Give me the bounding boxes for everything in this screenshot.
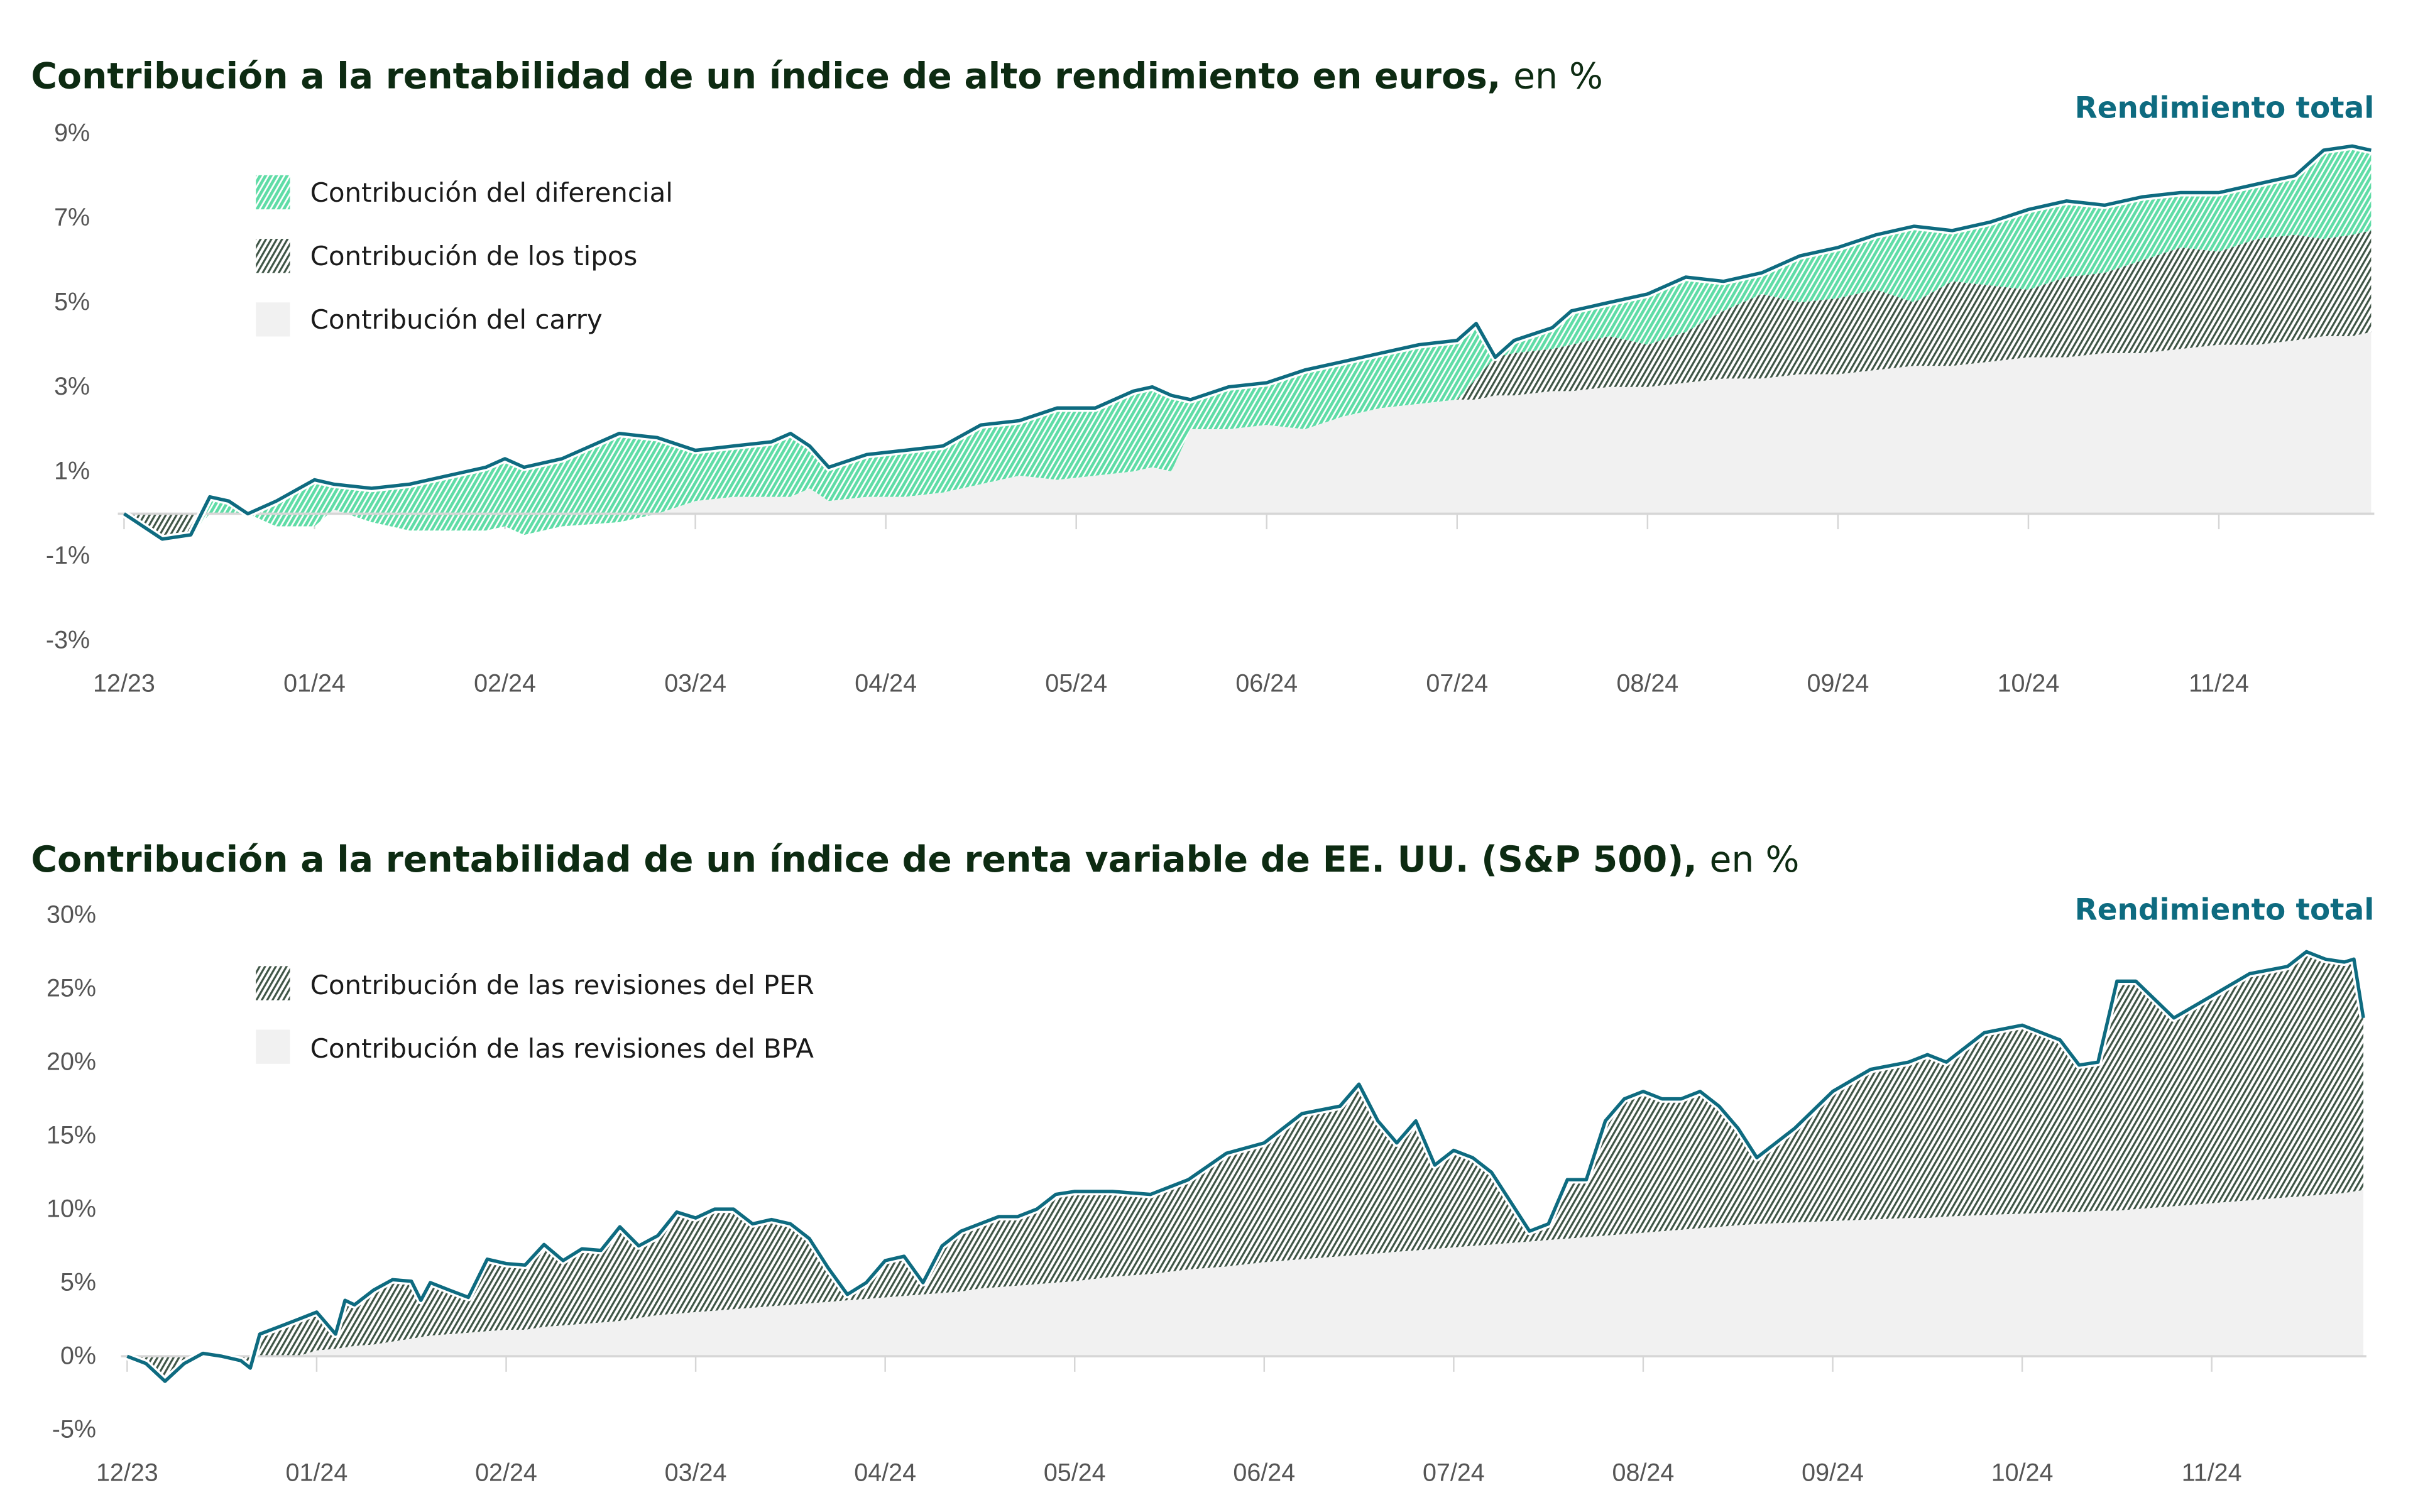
x-tick-label: 03/24	[665, 1459, 727, 1487]
legend-label-carry: Contribución del carry	[310, 304, 603, 335]
chart-2-legend: Contribución de las revisiones del PER C…	[256, 966, 814, 1064]
legend-item-diferencial: Contribución del diferencial	[256, 175, 673, 210]
chart-2-total-label: Rendimiento total	[2075, 892, 2375, 927]
legend-swatch-per	[256, 966, 290, 1000]
total-line	[123, 144, 2372, 541]
x-tick-label: 05/24	[1044, 1459, 1106, 1487]
y-tick-label: 10%	[47, 1195, 96, 1222]
legend-swatch-carry	[256, 302, 290, 337]
chart-2-y-axis: 30% 25% 20% 15% 10% 5% 0% -5%	[47, 901, 96, 1443]
x-tick-label: 09/24	[1802, 1459, 1864, 1487]
x-tick-label: 06/24	[1235, 670, 1298, 698]
x-tick-label: 07/24	[1423, 1459, 1485, 1487]
y-tick-label: 3%	[54, 373, 90, 400]
legend-swatch-tipos	[256, 239, 290, 273]
y-tick-label: -5%	[52, 1416, 96, 1444]
x-tick-label: 08/24	[1612, 1459, 1675, 1487]
x-tick-label: 10/24	[1991, 1459, 2054, 1487]
chart-2-x-axis: 12/23 01/24 02/24 03/24 04/24 05/24 06/24 07/24…	[96, 1356, 2242, 1487]
legend-swatch-diferencial	[256, 175, 290, 210]
x-tick-label: 02/24	[475, 1459, 537, 1487]
y-tick-label: 0%	[60, 1342, 96, 1370]
chart-2: Contribución a la rentabilidad de un índ…	[31, 839, 2374, 1487]
area-bpa	[127, 1190, 2364, 1357]
legend-item-tipos: Contribución de los tipos	[256, 239, 637, 273]
y-tick-label: 5%	[54, 288, 90, 316]
x-tick-label: 12/23	[93, 670, 155, 698]
x-tick-label: 11/24	[2182, 1459, 2242, 1487]
x-tick-label: 04/24	[855, 670, 917, 698]
legend-label-tipos: Contribución de los tipos	[310, 241, 638, 271]
area-tipos	[124, 230, 2372, 514]
y-tick-label: 1%	[54, 457, 90, 485]
x-tick-label: 01/24	[283, 670, 346, 698]
x-tick-label: 12/23	[96, 1459, 158, 1487]
chart-1-x-axis: 12/23 01/24 02/24 03/24 04/24 05/24 06/24 07/24…	[93, 513, 2249, 698]
x-tick-label: 07/24	[1426, 670, 1488, 698]
area-carry	[124, 332, 2372, 514]
x-tick-label: 09/24	[1807, 670, 1869, 698]
legend-item-carry: Contribución del carry	[256, 302, 603, 337]
legend-item-per: Contribución de las revisiones del PER	[256, 966, 814, 1000]
x-tick-label: 06/24	[1233, 1459, 1295, 1487]
y-tick-label: 15%	[47, 1121, 96, 1149]
chart-2-total-line	[126, 948, 2368, 1386]
y-tick-label: 30%	[47, 901, 96, 928]
legend-item-bpa: Contribución de las revisiones del BPA	[256, 1029, 814, 1064]
chart-1-total-line	[122, 142, 2372, 543]
x-tick-label: 02/24	[474, 670, 536, 698]
chart-1: Contribución a la rentabilidad de un índ…	[31, 56, 2375, 698]
legend-label-per: Contribución de las revisiones del PER	[310, 970, 814, 1000]
x-tick-label: 08/24	[1616, 670, 1678, 698]
y-tick-label: -1%	[46, 542, 90, 569]
y-tick-label: 25%	[47, 974, 96, 1002]
chart-1-total-label: Rendimiento total	[2075, 91, 2375, 126]
area-diferencial	[124, 146, 2372, 539]
area-per	[127, 951, 2364, 1381]
legend-swatch-bpa	[256, 1029, 290, 1064]
legend-label-diferencial: Contribución del diferencial	[310, 177, 673, 208]
x-tick-label: 01/24	[286, 1459, 348, 1487]
chart-2-title: Contribución a la rentabilidad de un índ…	[31, 839, 1799, 880]
y-tick-label: -3%	[46, 626, 90, 654]
y-tick-label: 5%	[60, 1268, 96, 1296]
y-tick-label: 7%	[54, 204, 90, 231]
chart-1-title: Contribución a la rentabilidad de un índ…	[31, 56, 1603, 97]
legend-label-bpa: Contribución de las revisiones del BPA	[310, 1033, 814, 1064]
x-tick-label: 05/24	[1045, 670, 1107, 698]
y-tick-label: 9%	[54, 119, 90, 147]
x-tick-label: 04/24	[854, 1459, 916, 1487]
chart-1-areas	[124, 146, 2372, 539]
chart-2-areas	[127, 951, 2364, 1381]
x-tick-label: 10/24	[1998, 670, 2060, 698]
chart-1-y-axis: 9% 7% 5% 3% 1% -1% -3%	[46, 119, 90, 654]
y-tick-label: 20%	[47, 1048, 96, 1075]
total-line	[126, 950, 2365, 1383]
x-tick-label: 03/24	[664, 670, 726, 698]
x-tick-label: 11/24	[2189, 670, 2249, 698]
chart-1-legend: Contribución del diferencial Contribució…	[256, 175, 673, 337]
